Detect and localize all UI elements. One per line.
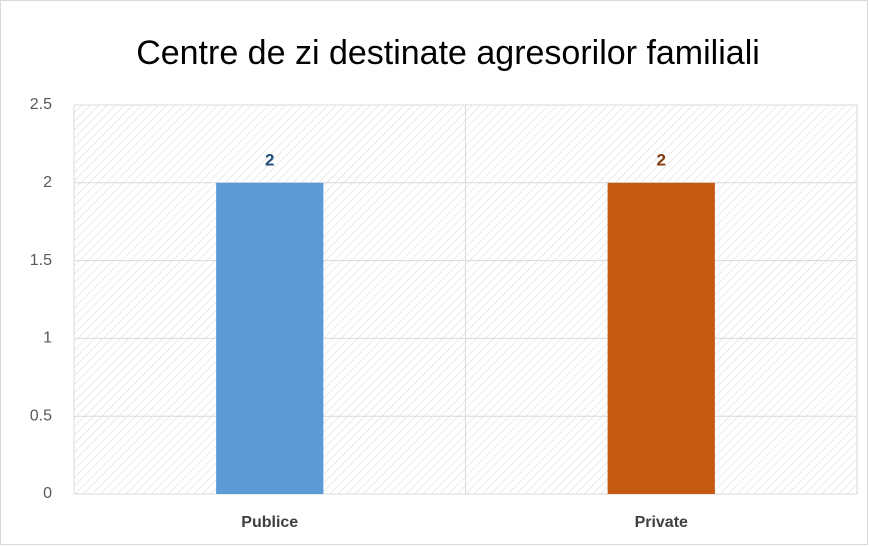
- y-tick-label: 0.5: [30, 407, 52, 424]
- y-tick-label: 0: [43, 485, 52, 502]
- x-tick-label: Publice: [241, 514, 298, 531]
- y-tick-label: 1: [43, 330, 52, 347]
- data-label: 2: [265, 150, 274, 169]
- y-tick-label: 2: [43, 174, 52, 191]
- y-tick-label: 2.5: [30, 96, 52, 113]
- bar: [607, 182, 715, 495]
- data-label: 2: [657, 150, 666, 169]
- bar: [216, 182, 324, 495]
- chart-title: Centre de zi destinate agresorilor famil…: [136, 34, 760, 72]
- y-tick-label: 1.5: [30, 252, 52, 269]
- x-tick-label: Private: [635, 514, 688, 531]
